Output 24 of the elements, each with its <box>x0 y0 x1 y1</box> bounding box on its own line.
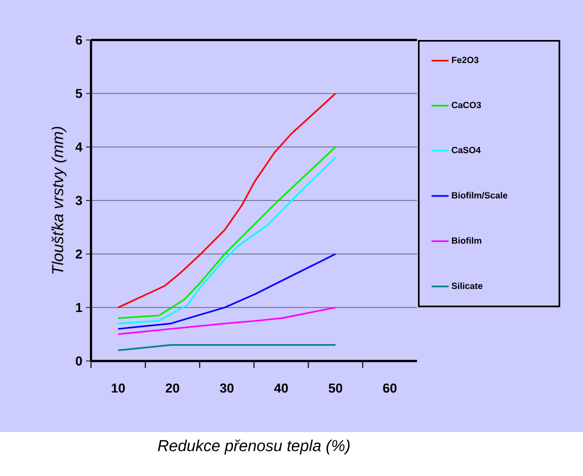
x-tick-label: 10 <box>112 384 125 393</box>
x-tick-label: 40 <box>274 384 288 393</box>
legend-label: Fe2O3 <box>452 56 478 64</box>
y-axis-title: Tloušťka vrstvy (mm) <box>52 126 66 274</box>
x-tick-label: 30 <box>220 384 234 393</box>
line-series <box>117 92 336 308</box>
x-axis-title: Redukce přenosu tepla (%) <box>158 440 350 454</box>
legend-label: Biofilm <box>452 237 482 244</box>
legend-label: Silicate <box>452 282 482 290</box>
y-tick-label: 6 <box>76 35 82 45</box>
x-tick-label: 20 <box>166 384 180 393</box>
y-tick-label: 4 <box>75 142 82 152</box>
y-tick-label: 1 <box>76 303 82 312</box>
line-series <box>117 306 336 336</box>
line-series <box>117 253 336 330</box>
y-tick-label: 2 <box>76 249 82 259</box>
y-tick-label: 0 <box>76 356 82 366</box>
y-tick-label: 5 <box>76 88 82 98</box>
y-tick-label: 3 <box>76 196 82 206</box>
x-tick-label: 50 <box>328 384 342 393</box>
legend-label: Biofilm/Scale <box>452 192 508 199</box>
legend-label: CaSO4 <box>452 146 481 154</box>
legend-label: CaCO3 <box>452 102 481 108</box>
x-tick-label: 60 <box>383 384 397 393</box>
